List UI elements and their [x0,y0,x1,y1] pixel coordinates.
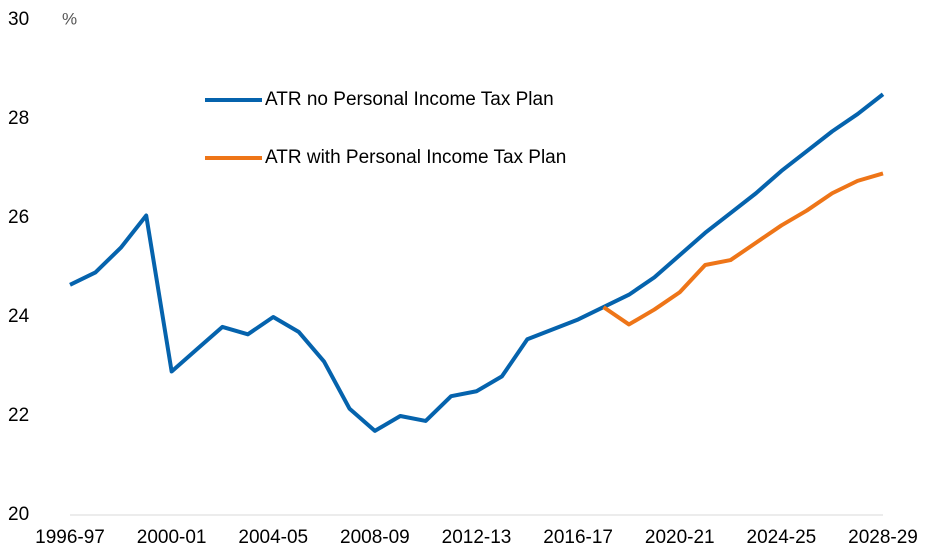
y-tick-label: 24 [8,306,30,327]
series-line [602,171,884,327]
x-tick-label: 1996-97 [35,527,105,548]
x-tick-label: 2028-29 [848,527,918,548]
x-tick-label: 2016-17 [543,527,613,548]
x-tick-label: 2024-25 [747,527,817,548]
x-tick-label: 2020-21 [645,527,715,548]
y-tick-label: 22 [8,405,29,426]
y-tick-label: 28 [8,108,29,129]
series-line [69,92,885,433]
y-tick-label: 20 [8,504,29,525]
x-tick-label: 2004-05 [238,527,308,548]
x-tick-label: 2000-01 [137,527,207,548]
y-tick-label: 26 [8,207,29,228]
x-tick-label: 2008-09 [340,527,410,548]
y-unit: % [62,9,77,28]
legend-label: ATR no Personal Income Tax Plan [265,89,554,110]
legend-label: ATR with Personal Income Tax Plan [265,147,566,168]
x-tick-label: 2012-13 [442,527,512,548]
y-tick-label: 30 [8,9,29,30]
